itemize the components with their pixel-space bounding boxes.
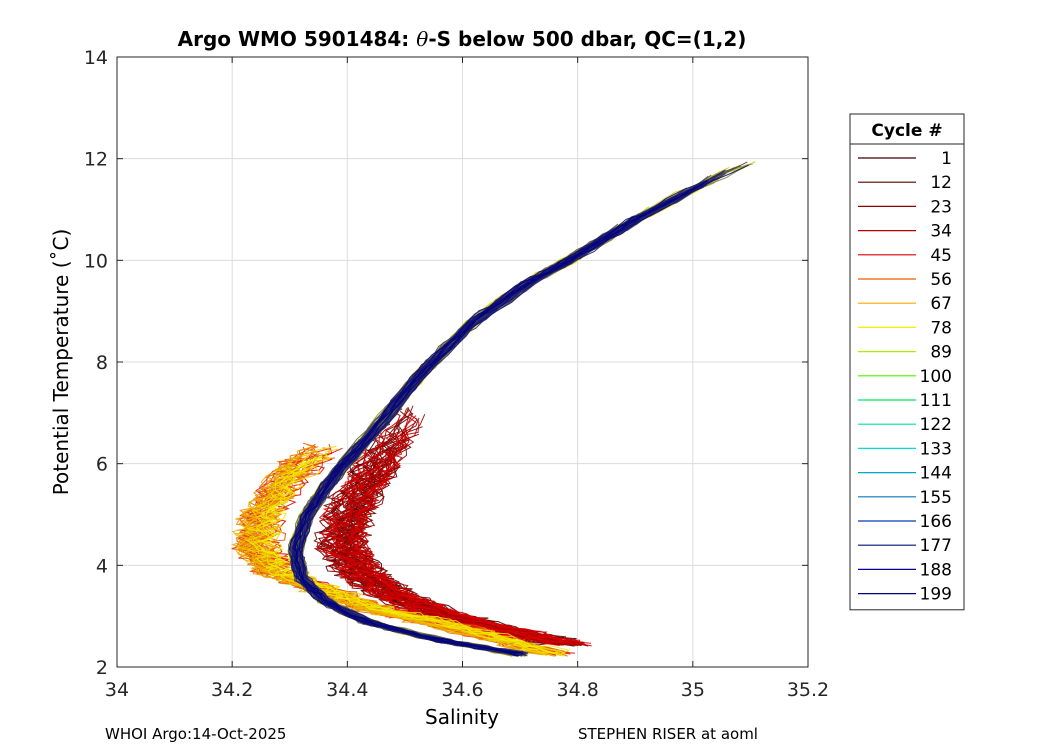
x-tick-label: 35.2 — [787, 679, 829, 701]
footer-right: STEPHEN RISER at aoml — [578, 725, 758, 743]
x-tick-label: 34.4 — [326, 679, 368, 701]
y-axis-label: Potential Temperature (˚C) — [49, 229, 73, 496]
series-line — [353, 462, 592, 647]
plot-area: 34 34.2 34.4 34.6 34.8 35 35.2 2 4 6 8 10 12 14 — [84, 47, 829, 701]
legend-label: 188 — [920, 560, 952, 580]
legend-label: 111 — [920, 391, 952, 411]
legend-box — [849, 113, 965, 611]
x-tick-label: 34.2 — [211, 679, 253, 701]
x-tick-label: 35 — [681, 679, 705, 701]
legend-label: 45 — [930, 246, 952, 266]
legend-label: 177 — [920, 536, 952, 556]
legend-label: 122 — [920, 415, 952, 435]
x-tick-label: 34 — [105, 679, 129, 701]
y-tick-label: 2 — [96, 657, 108, 679]
legend-label: 34 — [930, 222, 952, 242]
footer-left: WHOI Argo:14-Oct-2025 — [105, 725, 287, 743]
legend-label: 56 — [930, 270, 952, 290]
legend-label: 89 — [930, 343, 952, 363]
chart-title: Argo WMO 5901484: θ-S below 500 dbar, QC… — [178, 27, 747, 51]
legend-label: 23 — [930, 197, 952, 217]
x-axis-label: Salinity — [425, 705, 499, 729]
legend-label: 100 — [920, 367, 952, 387]
legend-title: Cycle # — [871, 121, 942, 141]
x-tick-label: 34.8 — [557, 679, 599, 701]
series-line — [352, 415, 591, 644]
legend-label: 199 — [920, 585, 952, 605]
y-tick-label: 6 — [96, 454, 108, 476]
legend-label: 1 — [941, 149, 952, 169]
y-tick-label: 10 — [84, 250, 108, 272]
legend-label: 67 — [930, 294, 952, 314]
series-line — [324, 429, 560, 647]
legend-label: 144 — [920, 464, 952, 484]
legend-label: 78 — [930, 318, 952, 338]
legend-label: 12 — [930, 173, 952, 193]
x-tick-label: 34.6 — [441, 679, 483, 701]
series-line — [243, 460, 547, 656]
y-tick-label: 14 — [84, 47, 108, 69]
legend-label: 155 — [920, 488, 952, 508]
legend: Cycle # 1 12 23 34 45 56 67 78 89 100 111 122 133 144 1… — [849, 113, 965, 611]
y-tick-label: 4 — [96, 555, 108, 577]
y-tick-label: 8 — [96, 352, 108, 374]
series-line — [295, 180, 709, 657]
series-line — [293, 179, 708, 653]
legend-label: 133 — [920, 439, 952, 459]
profile-traces — [231, 161, 756, 657]
series-line — [297, 227, 629, 656]
legend-label: 166 — [920, 512, 952, 532]
y-tick-label: 12 — [84, 149, 108, 171]
